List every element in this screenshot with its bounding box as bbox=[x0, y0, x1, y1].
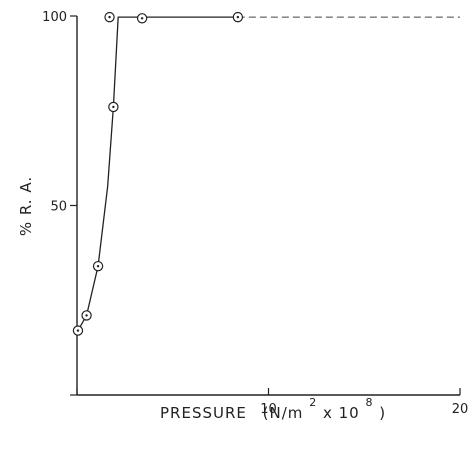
svg-text:PRESSURE (N/m 2: PRESSURE (N/m 2 x 10 8 ) bbox=[160, 392, 386, 422]
x-axis-title-exp2: 8 bbox=[365, 396, 373, 409]
data-point-dot-5 bbox=[140, 17, 144, 20]
data-point-6 bbox=[232, 11, 244, 23]
y-tick-label-2: 100 bbox=[42, 10, 67, 25]
data-point-2 bbox=[92, 260, 104, 272]
data-point-1 bbox=[81, 310, 92, 321]
y-tick-label-1: 50 bbox=[50, 200, 67, 215]
data-point-dot-4 bbox=[108, 15, 111, 19]
axis-tick-labels: 50 100 10 20 bbox=[42, 10, 468, 417]
x-axis-title-units-suffix: ) bbox=[379, 404, 386, 422]
x-axis-title-units-prefix: (N/m bbox=[263, 404, 304, 422]
data-point-dot-2 bbox=[96, 264, 100, 268]
axis-ticks bbox=[70, 15, 461, 396]
data-point-0 bbox=[72, 325, 84, 336]
series-0-solid-curve bbox=[77, 16, 238, 331]
y-axis-title: % R. A. bbox=[17, 176, 35, 236]
data-point-dot-1 bbox=[85, 314, 88, 317]
data-point-4 bbox=[104, 11, 115, 23]
data-point-dot-6 bbox=[236, 15, 240, 19]
fitted-curves bbox=[77, 16, 460, 331]
data-points bbox=[72, 11, 244, 336]
x-axis-title-exp1: 2 bbox=[309, 396, 317, 409]
x-axis-title: PRESSURE (N/m 2 x 10 8 ) bbox=[160, 392, 386, 422]
x-tick-label-2: 20 bbox=[452, 402, 469, 417]
plot-frame bbox=[76, 16, 460, 396]
x-axis-title-main: PRESSURE bbox=[160, 404, 247, 422]
data-point-dot-3 bbox=[112, 105, 115, 109]
data-point-dot-0 bbox=[76, 329, 80, 332]
data-point-5 bbox=[136, 13, 148, 24]
x-axis-title-units-mid: x 10 bbox=[323, 404, 360, 422]
data-point-3 bbox=[108, 101, 119, 113]
x-tick-label-1: 10 bbox=[260, 402, 277, 417]
